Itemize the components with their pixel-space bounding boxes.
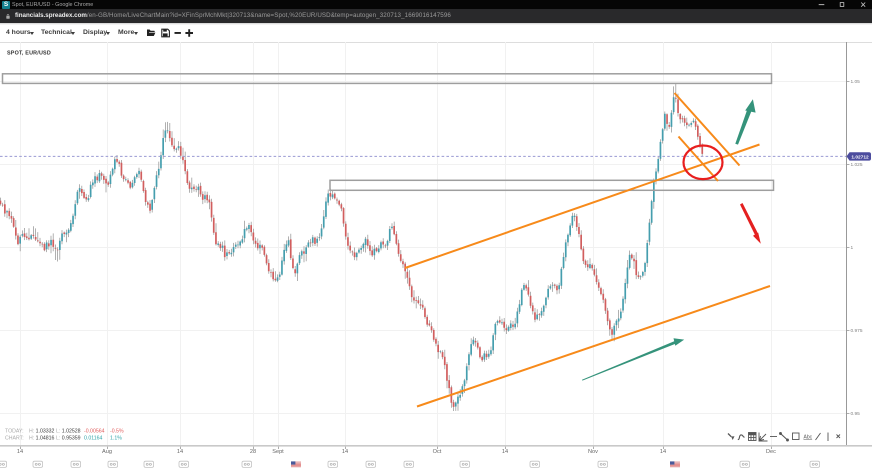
svg-text:14: 14 — [502, 449, 508, 455]
svg-text:0.01164: 0.01164 — [84, 436, 102, 442]
svg-text:1.02712: 1.02712 — [851, 155, 869, 161]
svg-text:14: 14 — [17, 449, 23, 455]
svg-text:Dec: Dec — [766, 449, 776, 455]
svg-text:L: 1.02528: L: 1.02528 — [56, 429, 81, 435]
svg-text:1: 1 — [851, 245, 854, 251]
svg-text:14: 14 — [177, 449, 183, 455]
svg-text:-0.5%: -0.5% — [110, 429, 124, 435]
svg-text:28: 28 — [250, 449, 256, 455]
svg-text:Aug: Aug — [102, 449, 112, 455]
svg-text:0.975: 0.975 — [851, 328, 863, 334]
svg-text:-0.00564: -0.00564 — [84, 429, 105, 435]
svg-text:1.1%: 1.1% — [110, 436, 122, 442]
svg-text:TODAY:: TODAY: — [5, 429, 24, 435]
svg-text:H: 1.04816: H: 1.04816 — [29, 436, 55, 442]
svg-text:Abc: Abc — [804, 435, 813, 441]
svg-text:L: 0.95359: L: 0.95359 — [56, 436, 81, 442]
svg-text:Oct: Oct — [433, 449, 442, 455]
svg-text:1.025: 1.025 — [851, 162, 863, 168]
svg-text:CHART:: CHART: — [5, 436, 24, 442]
svg-text:SPOT, EUR/USD: SPOT, EUR/USD — [7, 51, 51, 57]
svg-text:1.05: 1.05 — [851, 79, 861, 85]
svg-text:14: 14 — [342, 449, 348, 455]
svg-text:14: 14 — [660, 449, 666, 455]
svg-text:Nov: Nov — [588, 449, 598, 455]
svg-text:H: 1.03332: H: 1.03332 — [29, 429, 55, 435]
svg-text:Sept: Sept — [272, 449, 284, 455]
svg-text:0.95: 0.95 — [851, 411, 861, 417]
